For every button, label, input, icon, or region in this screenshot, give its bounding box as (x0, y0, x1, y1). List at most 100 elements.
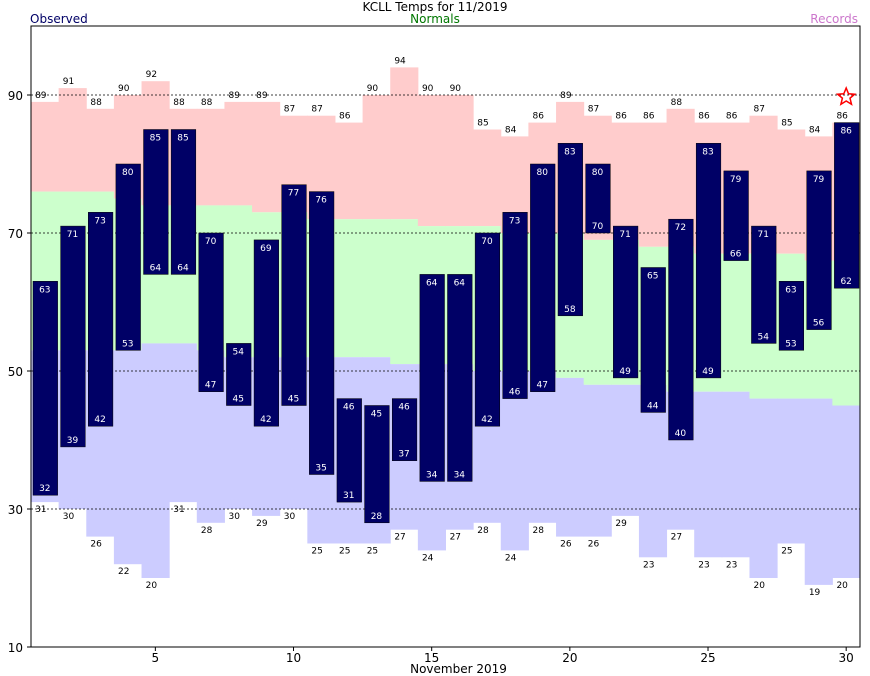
observed-bar (640, 267, 666, 413)
observed-bar (60, 225, 86, 448)
observed-high-label: 72 (675, 223, 686, 233)
observed-bar (806, 170, 832, 330)
observed-low-label: 66 (730, 250, 742, 260)
record-high-band (777, 129, 806, 254)
observed-low-label: 34 (454, 470, 466, 480)
observed-high-label: 65 (647, 272, 658, 282)
observed-bar (447, 274, 473, 482)
observed-high-label: 80 (536, 168, 548, 178)
observed-bar (170, 129, 197, 275)
record-high-label: 88 (173, 98, 185, 108)
x-tick-label: 15 (424, 651, 439, 665)
observed-high-label: 79 (813, 175, 825, 185)
observed-low-label: 42 (94, 415, 105, 425)
record-low-band (611, 384, 640, 516)
record-marker-star-icon (835, 86, 857, 106)
observed-low-label: 45 (288, 395, 299, 405)
chart-title: KCLL Temps for 11/2019 (362, 0, 508, 14)
record-low-label: 29 (615, 519, 627, 529)
record-high-label: 94 (394, 56, 406, 66)
legend-normals: Normals (410, 12, 460, 26)
record-low-band (638, 384, 668, 558)
x-axis-label: November 2019 (410, 662, 507, 676)
observed-bar (723, 170, 749, 261)
record-high-label: 87 (311, 105, 322, 115)
observed-high-label: 63 (39, 285, 50, 295)
record-low-label: 26 (90, 540, 102, 550)
observed-bar (198, 232, 224, 392)
record-high-label: 87 (284, 105, 295, 115)
observed-bar (253, 239, 279, 427)
observed-low-label: 56 (813, 319, 825, 329)
normal-band (390, 219, 419, 365)
observed-bar (834, 122, 860, 289)
observed-low-label: 53 (122, 339, 133, 349)
record-high-label: 86 (643, 112, 655, 122)
record-low-band (113, 350, 143, 565)
observed-bar (309, 191, 335, 475)
observed-bar (115, 163, 141, 351)
y-tick-label: 90 (8, 89, 23, 103)
observed-high-label: 69 (260, 244, 272, 254)
observed-high-label: 64 (426, 278, 438, 288)
observed-low-label: 40 (675, 429, 687, 439)
record-low-label: 25 (311, 547, 322, 557)
observed-low-label: 44 (647, 401, 659, 411)
observed-low-label: 64 (177, 263, 189, 273)
observed-low-label: 47 (536, 381, 547, 391)
observed-high-label: 71 (67, 230, 78, 240)
record-low-label: 28 (201, 526, 213, 536)
record-low-band (169, 343, 198, 503)
record-low-band (528, 371, 557, 523)
observed-high-label: 70 (205, 237, 217, 247)
observed-bars (32, 122, 860, 524)
record-high-label: 91 (63, 77, 74, 87)
record-low-label: 27 (450, 533, 461, 543)
observed-bar (143, 129, 169, 275)
record-high-band (86, 108, 115, 192)
record-low-band (804, 398, 833, 585)
record-low-label: 24 (422, 553, 434, 563)
record-low-label: 30 (229, 512, 241, 522)
record-low-label: 22 (118, 567, 129, 577)
record-low-band (721, 391, 750, 558)
record-high-band (224, 101, 253, 206)
observed-low-label: 49 (702, 367, 714, 377)
record-low-label: 20 (836, 581, 848, 591)
record-low-label: 26 (588, 540, 600, 550)
record-high-band (334, 122, 364, 220)
record-high-label: 88 (201, 98, 213, 108)
observed-low-label: 31 (343, 491, 354, 501)
x-tick-label: 30 (839, 651, 854, 665)
observed-low-label: 37 (398, 450, 409, 460)
observed-bar (32, 281, 58, 496)
record-high-band (252, 101, 281, 213)
observed-high-label: 85 (150, 134, 161, 144)
x-tick-label: 5 (152, 651, 160, 665)
record-low-label: 25 (367, 547, 378, 557)
record-low-label: 23 (643, 560, 654, 570)
observed-high-label: 73 (94, 216, 105, 226)
observed-high-label: 79 (730, 175, 742, 185)
record-high-band (445, 95, 474, 227)
record-low-band (556, 377, 585, 537)
observed-low-label: 35 (315, 464, 326, 474)
legend-records: Records (810, 12, 858, 26)
observed-bar (88, 212, 114, 427)
observed-high-label: 80 (592, 168, 604, 178)
record-high-label: 90 (118, 84, 130, 94)
record-high-label: 92 (146, 70, 157, 80)
record-low-label: 24 (505, 553, 517, 563)
observed-high-label: 45 (371, 410, 382, 420)
observed-high-label: 71 (619, 230, 630, 240)
observed-bar (336, 398, 362, 503)
record-high-label: 85 (781, 119, 792, 129)
record-high-label: 86 (698, 112, 710, 122)
observed-bar (613, 225, 639, 379)
record-low-label: 25 (339, 547, 350, 557)
observed-low-label: 70 (592, 222, 604, 232)
record-high-band (58, 88, 87, 192)
observed-low-label: 54 (758, 332, 770, 342)
record-high-label: 90 (367, 84, 379, 94)
